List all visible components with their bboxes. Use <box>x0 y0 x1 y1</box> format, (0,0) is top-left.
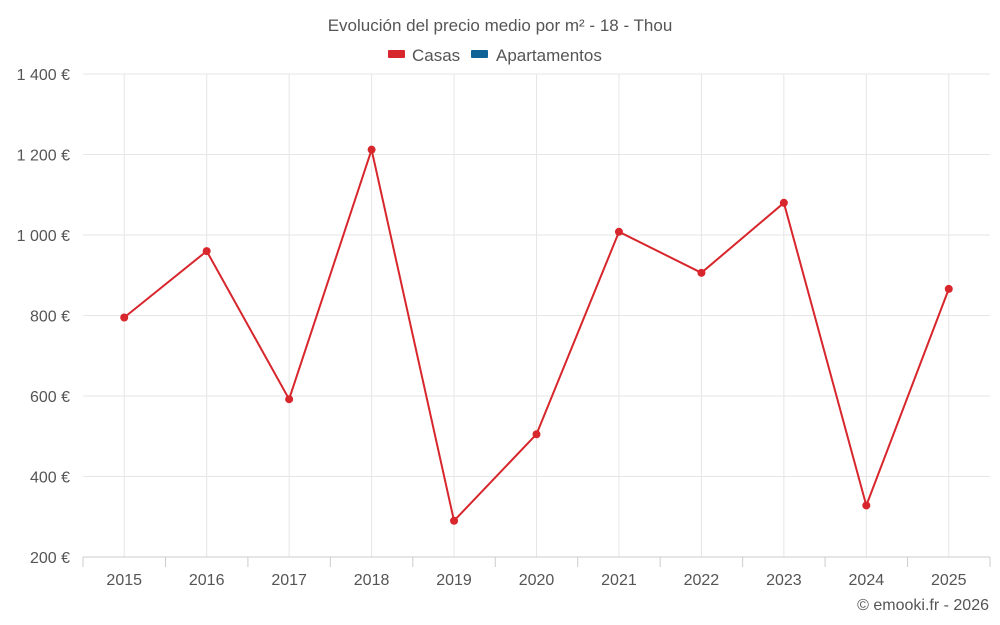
legend: Casas Apartamentos <box>388 46 602 65</box>
data-point-casas[interactable] <box>944 284 953 293</box>
y-tick-label: 1 000 € <box>17 228 70 245</box>
data-point-casas[interactable] <box>285 395 294 404</box>
data-point-casas[interactable] <box>779 198 788 207</box>
data-point-casas[interactable] <box>614 227 623 236</box>
data-point-casas[interactable] <box>120 313 129 322</box>
legend-swatch-casas <box>388 50 405 58</box>
credit-text: © emooki.fr - 2026 <box>857 597 989 614</box>
legend-item-casas[interactable]: Casas <box>388 46 460 65</box>
grid <box>83 73 990 557</box>
y-tick-label: 200 € <box>30 550 70 567</box>
x-tick-label: 2016 <box>189 572 225 589</box>
x-tick-label: 2020 <box>519 572 555 589</box>
x-tick-label: 2017 <box>271 572 307 589</box>
y-tick-label: 1 400 € <box>17 67 70 84</box>
legend-label-apartamentos: Apartamentos <box>496 46 602 65</box>
chart-title: Evolución del precio medio por m² - 18 -… <box>328 16 673 35</box>
data-point-casas[interactable] <box>862 501 871 510</box>
axes: 200 € 400 € 600 € 800 € 1 000 € 1 200 € 1 400 … <box>17 67 991 589</box>
legend-item-apartamentos[interactable]: Apartamentos <box>471 46 602 65</box>
x-tick-label: 2025 <box>931 572 967 589</box>
data-point-casas[interactable] <box>202 247 211 256</box>
data-point-casas[interactable] <box>697 268 706 277</box>
x-tick-label: 2019 <box>436 572 472 589</box>
x-tick-label: 2021 <box>601 572 637 589</box>
y-tick-label: 600 € <box>30 389 70 406</box>
legend-swatch-apartamentos <box>471 50 488 58</box>
x-tick-label: 2015 <box>106 572 142 589</box>
data-point-casas[interactable] <box>450 516 459 525</box>
y-tick-label: 1 200 € <box>17 148 70 165</box>
legend-label-casas: Casas <box>412 46 460 65</box>
x-tick-label: 2023 <box>766 572 802 589</box>
data-point-casas[interactable] <box>532 430 541 439</box>
x-tick-label: 2018 <box>354 572 390 589</box>
data-point-casas[interactable] <box>367 145 376 154</box>
y-tick-label: 800 € <box>30 309 70 326</box>
y-tick-label: 400 € <box>30 470 70 487</box>
x-tick-label: 2024 <box>849 572 885 589</box>
series-layer <box>120 145 953 525</box>
x-tick-label: 2022 <box>684 572 720 589</box>
